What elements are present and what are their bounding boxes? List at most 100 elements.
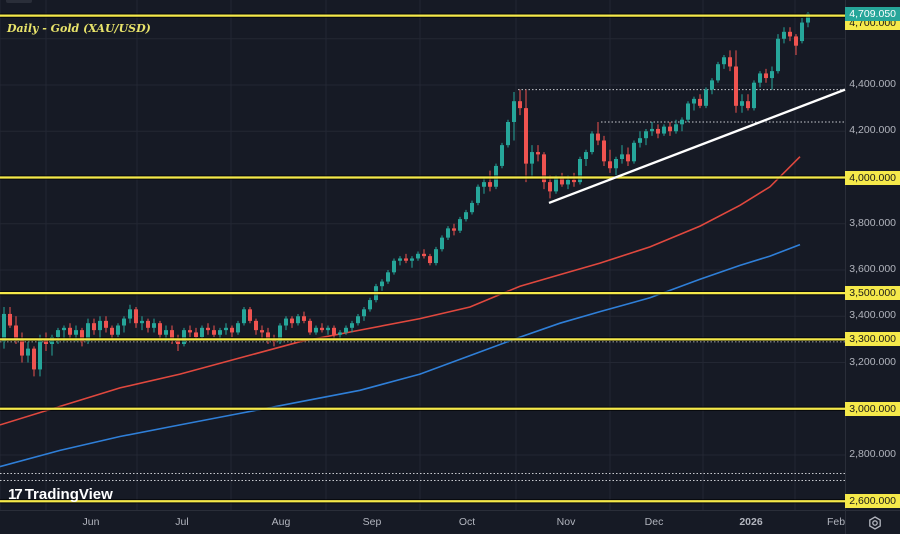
candle-body [578, 159, 582, 183]
candle-body [572, 179, 576, 183]
candle-body [398, 258, 402, 261]
candle-body [44, 339, 48, 344]
candle-body [26, 348, 30, 356]
candle-body [242, 309, 246, 324]
candle-body [56, 330, 60, 338]
candle-body [500, 145, 504, 166]
candle-body [794, 36, 798, 46]
candle-body [620, 154, 624, 159]
candle-body [452, 228, 456, 231]
candle-body [734, 66, 738, 106]
candle-body [410, 258, 414, 261]
gear-icon[interactable] [868, 516, 882, 530]
level-price-tag: 3,300.000 [845, 332, 900, 347]
candle-body [566, 179, 570, 185]
candle-body [32, 348, 36, 370]
candle-body [362, 309, 366, 317]
candle-body [158, 323, 162, 335]
candle-body [86, 323, 90, 342]
candle-body [98, 320, 102, 331]
candle-body [110, 327, 114, 335]
tradingview-logo-text: TradingView [24, 486, 113, 503]
current-price-tag: 4,709.050 [845, 7, 900, 21]
candle-body [710, 80, 714, 90]
candle-body [524, 108, 528, 164]
candle-body [350, 323, 354, 328]
candle-body [14, 325, 18, 340]
candle-body [230, 327, 234, 333]
candle-body [428, 256, 432, 264]
candle-body [686, 103, 690, 120]
candle-body [356, 316, 360, 324]
candle-body [506, 122, 510, 146]
candle-body [20, 339, 24, 356]
price-tick-label: 3,800.000 [849, 216, 896, 229]
candle-body [650, 128, 654, 132]
candle-body [2, 313, 6, 342]
corner-tab[interactable] [6, 0, 32, 3]
candle-body [290, 318, 294, 324]
candle-body [644, 131, 648, 139]
candle-body [590, 133, 594, 153]
candle-body [488, 182, 492, 187]
candle-body [746, 101, 750, 109]
candle-body [512, 101, 516, 122]
candle-body [314, 327, 318, 333]
candle-body [482, 182, 486, 187]
candle-body [116, 325, 120, 335]
candle-body [458, 219, 462, 231]
price-tick-label: 2,800.000 [849, 448, 896, 460]
candle-body [68, 327, 72, 335]
time-tick-label: Jul [175, 516, 189, 528]
candle-body [62, 327, 66, 331]
candle-body [302, 316, 306, 321]
candle-body [218, 330, 222, 335]
candle-body [8, 313, 12, 326]
candle-body [170, 330, 174, 340]
moving-average-line [0, 156, 801, 426]
candle-body [434, 249, 438, 264]
candle-body [776, 38, 780, 72]
candle-body [92, 323, 96, 331]
candle-body [194, 332, 198, 338]
tradingview-logo[interactable]: 17 TradingView [8, 486, 113, 503]
candle-body [392, 260, 396, 273]
candle-body [728, 57, 732, 67]
candle-body [530, 152, 534, 164]
candle-body [164, 330, 168, 335]
candle-body [752, 82, 756, 109]
candle-body [470, 202, 474, 213]
candle-body [224, 327, 228, 331]
tradingview-logo-icon: 17 [8, 486, 23, 503]
candle-body [560, 177, 564, 185]
candle-body [128, 309, 132, 319]
candle-body [284, 318, 288, 326]
candle-body [254, 320, 258, 331]
candle-body [140, 320, 144, 324]
candle-body [596, 133, 600, 141]
candle-body [212, 330, 216, 335]
candle-body [38, 339, 42, 370]
level-price-tag: 4,000.000 [845, 170, 900, 185]
candle-body [236, 323, 240, 333]
candle-body [476, 186, 480, 203]
candle-body [758, 73, 762, 83]
candle-body [80, 330, 84, 342]
candle-body [608, 161, 612, 169]
candle-body [548, 182, 552, 192]
candle-body [656, 128, 660, 134]
candle-body [188, 330, 192, 333]
candle-body [248, 309, 252, 321]
candle-body [638, 138, 642, 143]
candle-body [266, 332, 270, 340]
candle-body [698, 98, 702, 106]
candle-body [602, 140, 606, 162]
time-tick-label: Nov [556, 516, 576, 528]
price-tick-label: 3,600.000 [849, 263, 896, 275]
candle-body [674, 124, 678, 132]
time-tick-label: Oct [458, 516, 476, 528]
candle-body [770, 71, 774, 79]
candle-body [668, 126, 672, 132]
